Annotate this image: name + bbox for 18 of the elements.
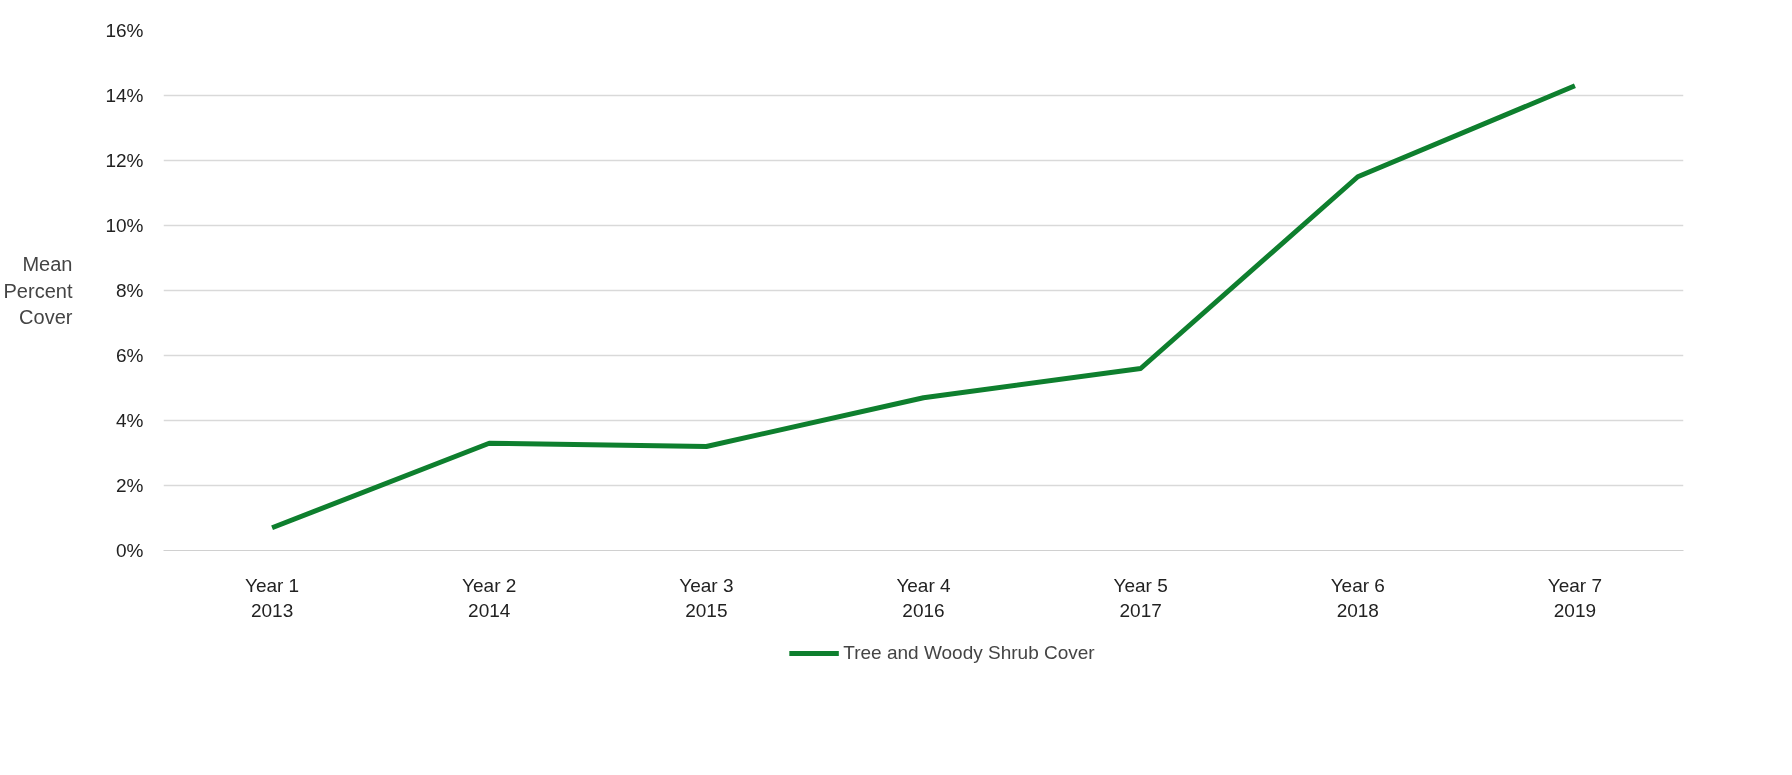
- y-tick-label: 6%: [116, 345, 144, 366]
- legend-label: Tree and Woody Shrub Cover: [843, 642, 1095, 664]
- y-tick-label: 8%: [116, 280, 144, 301]
- y-tick-label: 12%: [105, 150, 144, 171]
- y-tick-label: 0%: [116, 540, 144, 561]
- x-tick-label: Year 4 2016: [896, 574, 952, 621]
- y-tick-label: 10%: [105, 215, 144, 236]
- y-axis-title: Mean Percent Cover: [3, 253, 73, 328]
- y-tick-label: 4%: [116, 410, 144, 431]
- x-tick-label: Year 1 2013: [244, 574, 300, 621]
- y-tick-label: 14%: [105, 85, 144, 106]
- x-tick-label: Year 6 2018: [1330, 574, 1385, 621]
- x-tick-label: Year 7 2019: [1547, 574, 1603, 621]
- x-tick-label: Year 2 2014: [462, 574, 517, 621]
- y-tick-label: 16%: [105, 20, 144, 41]
- y-tick-label: 2%: [116, 475, 144, 496]
- x-tick-label: Year 5 2017: [1113, 574, 1168, 621]
- x-tick-label: Year 3 2015: [679, 574, 734, 621]
